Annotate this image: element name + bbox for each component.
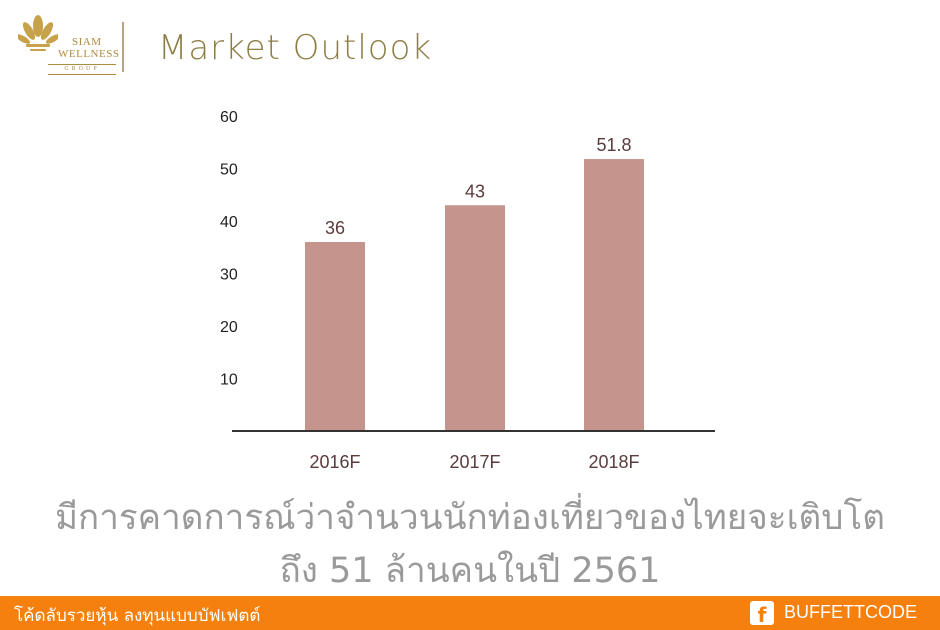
- logo-wordmark: SIAM WELLNESS: [58, 36, 120, 60]
- lotus-icon: [18, 15, 58, 51]
- y-tick-label: 10: [220, 372, 238, 389]
- siam-wellness-logo: SIAM WELLNESS GROUP: [14, 14, 119, 80]
- footer-bar: โค้ดลับรวยหุ้น ลงทุนแบบบัฟเฟตต์ f BUFFET…: [0, 596, 940, 630]
- y-tick-label: 50: [220, 162, 238, 179]
- x-tick-label: 2018F: [588, 452, 639, 472]
- caption-line-1: มีการคาดการณ์ว่าจำนวนนักท่องเที่ยวของไทย…: [54, 498, 886, 538]
- y-tick-label: 40: [220, 214, 238, 231]
- logo-line-siam: SIAM: [72, 36, 102, 48]
- bar-chart: 10 20 30 40 50 60 36 2016F 43 2017F 51.8 2018F: [220, 109, 715, 472]
- y-tick-label: 60: [220, 109, 238, 126]
- bar: [445, 205, 505, 431]
- page-title: Market Outlook: [158, 28, 433, 68]
- data-label: 36: [325, 218, 345, 238]
- facebook-icon[interactable]: f: [750, 601, 774, 627]
- x-tick-label: 2016F: [309, 452, 360, 472]
- caption-line-2: ถึง 51 ล้านคนในปี 2561: [279, 551, 661, 591]
- y-tick-label: 20: [220, 319, 238, 336]
- header: SIAM WELLNESS GROUP Market Outlook: [0, 0, 940, 100]
- x-tick-label: 2017F: [449, 452, 500, 472]
- data-label: 51.8: [596, 135, 631, 155]
- footer-slogan: โค้ดลับรวยหุ้น ลงทุนแบบบัฟเฟตต์: [14, 606, 261, 626]
- logo-line-wellness: WELLNESS: [58, 48, 120, 60]
- y-tick-label: 30: [220, 267, 238, 284]
- bar: [305, 242, 365, 431]
- logo-group-label: GROUP: [48, 64, 116, 75]
- footer-page-name[interactable]: BUFFETTCODE: [784, 602, 917, 622]
- header-divider: [122, 22, 124, 72]
- bar: [584, 159, 644, 432]
- data-label: 43: [465, 181, 485, 201]
